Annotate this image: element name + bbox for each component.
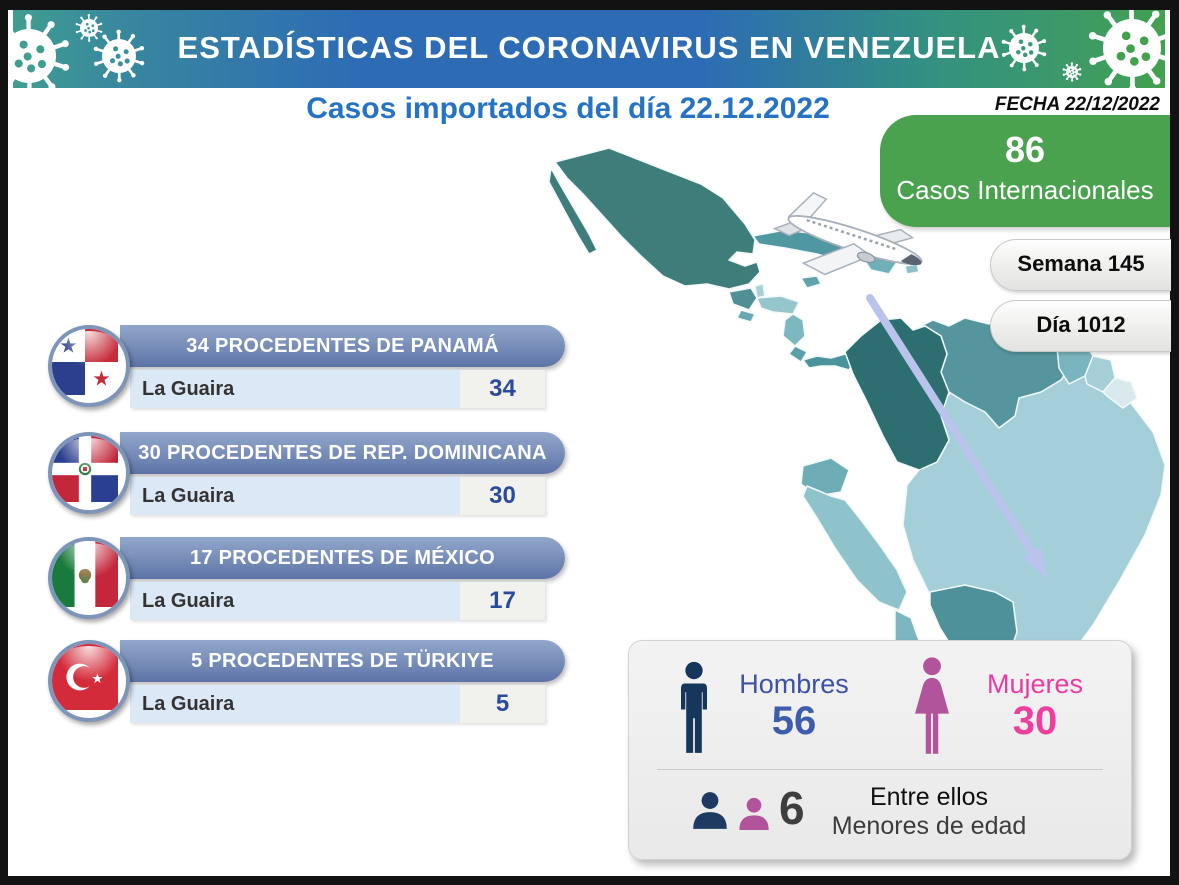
virus-cluster-right [1001,10,1165,88]
map-mexico [554,147,761,290]
city-row: La Guaira 17 [130,582,545,620]
map-costa-rica [788,345,808,363]
virus-icon [1062,62,1082,82]
country-row-mexico: 17 PROCEDENTES DE MÉXICO La Guaira 17 [8,537,648,637]
map-jamaica [800,275,822,289]
gender-panel: Hombres 56 Mujeres 30 6 Entre ellos Meno… [628,640,1132,860]
female-icon [915,657,949,754]
international-cases-label: Casos Internacionales [896,175,1154,205]
mexico-flag-icon [48,537,130,619]
minors-caption-line1: Entre ellos [869,783,989,811]
panama-flag-icon: ★ ★ [48,325,130,407]
virus-icon [13,14,70,88]
boy-bust-icon [693,792,727,829]
city-label: La Guaira [142,485,235,507]
city-row: La Guaira 5 [130,685,545,723]
page-title: Casos importados del día 22.12.2022 [306,92,830,125]
flight-arrow-icon [866,294,1047,578]
map-french-guiana [1102,377,1138,409]
women-label: Mujeres [986,669,1084,699]
country-header-panama: 34 PROCEDENTES DE PANAMÁ [120,325,565,367]
map-ecuador [800,457,850,497]
girl-bust-icon [739,797,769,830]
svg-text:★: ★ [92,368,110,391]
city-count: 30 [460,477,545,515]
minors-value: 6 [779,782,805,834]
map-honduras [756,295,800,315]
international-cases-box: 86 Casos Internacionales [880,115,1170,227]
map-nicaragua [782,313,806,347]
map-puerto-rico [904,263,920,275]
virus-cluster-left [13,14,145,88]
city-row: La Guaira 30 [130,477,545,515]
country-header-mexico: 17 PROCEDENTES DE MÉXICO [120,537,565,579]
city-count: 34 [460,370,545,408]
day-badge: Día 1012 [990,300,1171,352]
men-value: 56 [771,699,817,743]
panel-divider [657,769,1103,770]
virus-icon [75,14,103,42]
women-value: 30 [1012,699,1058,743]
virus-icon [1088,10,1165,88]
svg-text:★: ★ [91,671,103,686]
city-row: La Guaira 34 [130,370,545,408]
infographic-canvas: ESTADÍSTICAS DEL CORONAVIRUS EN VENEZUEL… [8,10,1171,876]
international-cases-value: 86 [1004,129,1046,170]
map-peru [802,485,908,611]
country-row-dominican-republic: 30 PROCEDENTES DE REP. DOMINICANA La Gua… [8,432,648,532]
virus-icon [1001,24,1047,72]
country-header-turkiye: 5 PROCEDENTES DE TÜRKIYE [120,640,565,682]
city-label: La Guaira [142,590,235,612]
turkiye-flag-icon: ★ [48,640,130,722]
country-header-dominican-republic: 30 PROCEDENTES DE REP. DOMINICANA [120,432,565,474]
city-label: La Guaira [142,378,235,400]
virus-icon [93,29,145,83]
svg-text:★: ★ [59,335,77,358]
city-count: 17 [460,582,545,620]
city-label: La Guaira [142,693,235,715]
banner-title: ESTADÍSTICAS DEL CORONAVIRUS EN VENEZUEL… [177,30,1001,65]
map-colombia [844,317,950,471]
map-belize [754,283,766,299]
week-badge: Semana 145 [990,239,1171,291]
header-banner: ESTADÍSTICAS DEL CORONAVIRUS EN VENEZUEL… [13,10,1165,88]
country-row-turkiye: 5 PROCEDENTES DE TÜRKIYE La Guaira 5 ★ [8,640,648,740]
airplane-icon [772,191,923,276]
map-el-salvador [736,309,756,323]
city-count: 5 [460,685,545,723]
minors-caption: Entre ellos Menores de edad [804,783,1054,841]
map-guatemala [728,287,758,311]
country-row-panama: 34 PROCEDENTES DE PANAMÁ La Guaira 34 ★ … [8,325,648,425]
map-baja-california [548,167,598,255]
men-label: Hombres [739,669,849,699]
male-icon [681,661,707,753]
dominican-republic-flag-icon [48,432,130,514]
minors-caption-line2: Menores de edad [831,812,1027,840]
date-label: FECHA 22/12/2022 [994,94,1160,115]
